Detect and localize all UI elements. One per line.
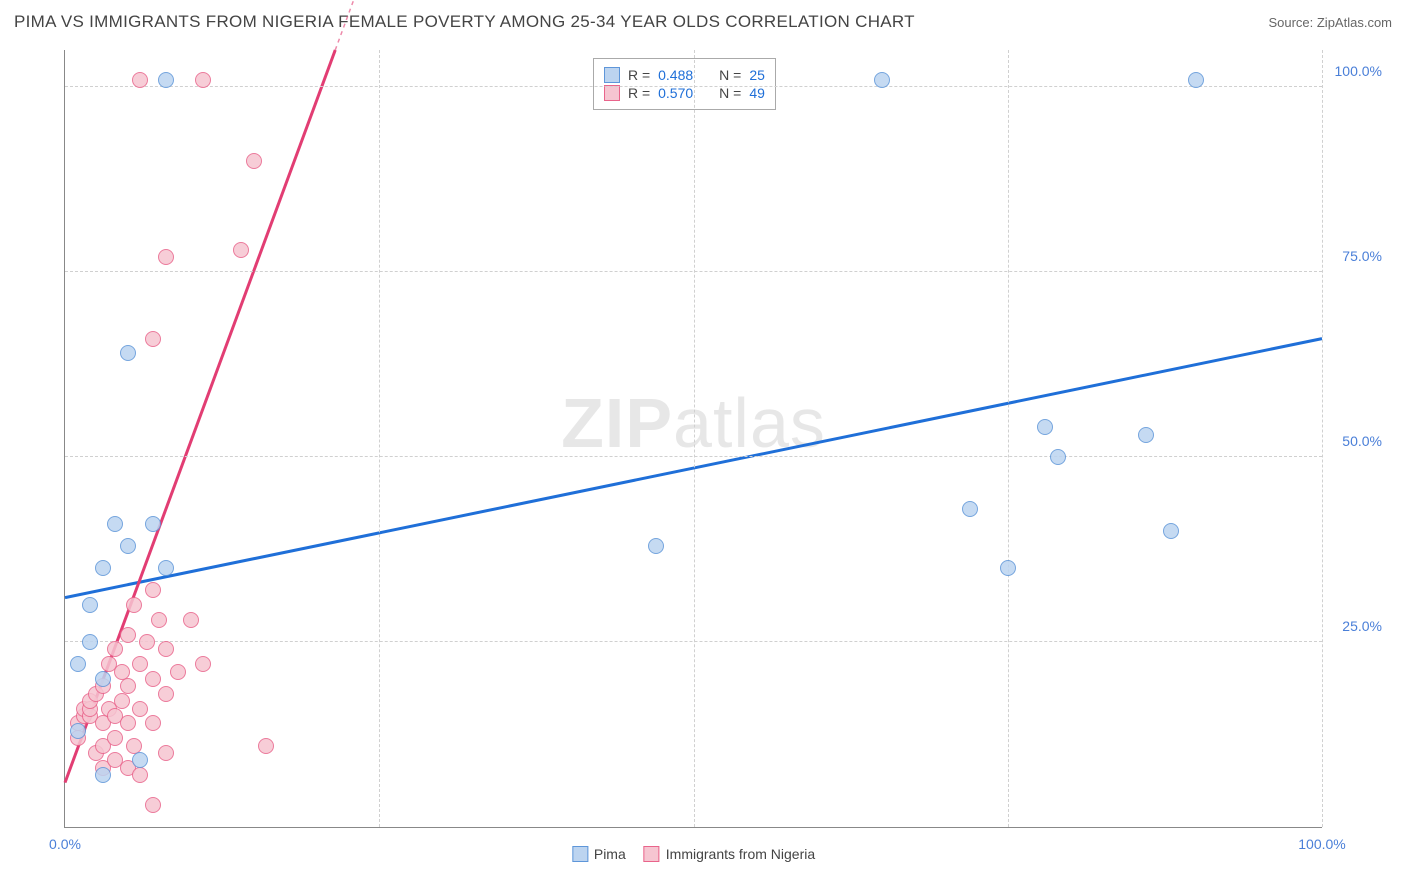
legend-swatch <box>604 67 620 83</box>
data-point <box>183 612 199 628</box>
source-label: Source: ZipAtlas.com <box>1268 15 1392 30</box>
data-point <box>145 331 161 347</box>
data-point <box>107 730 123 746</box>
data-point <box>151 612 167 628</box>
data-point <box>1037 419 1053 435</box>
legend-n-value: 25 <box>749 67 765 83</box>
data-point <box>158 249 174 265</box>
data-point <box>132 72 148 88</box>
legend-series-label: Immigrants from Nigeria <box>666 846 815 862</box>
data-point <box>1000 560 1016 576</box>
data-point <box>874 72 890 88</box>
data-point <box>95 671 111 687</box>
data-point <box>120 627 136 643</box>
legend-r-value: 0.488 <box>658 67 693 83</box>
y-tick-label: 75.0% <box>1327 248 1382 264</box>
chart-title: PIMA VS IMMIGRANTS FROM NIGERIA FEMALE P… <box>14 12 915 32</box>
data-point <box>82 597 98 613</box>
data-point <box>114 664 130 680</box>
data-point <box>158 560 174 576</box>
gridline-v <box>379 50 380 827</box>
data-point <box>126 597 142 613</box>
x-tick-label: 0.0% <box>49 836 81 852</box>
data-point <box>126 738 142 754</box>
data-point <box>145 797 161 813</box>
data-point <box>1138 427 1154 443</box>
legend-r-label: R = <box>628 85 650 101</box>
data-point <box>145 516 161 532</box>
data-point <box>246 153 262 169</box>
gridline-v <box>1008 50 1009 827</box>
data-point <box>158 686 174 702</box>
data-point <box>195 72 211 88</box>
data-point <box>120 345 136 361</box>
legend-row: R = 0.488 N = 25 <box>604 67 765 83</box>
data-point <box>120 538 136 554</box>
chart-container: Female Poverty Among 25-34 Year Olds ZIP… <box>14 40 1392 878</box>
data-point <box>145 715 161 731</box>
legend-swatch <box>572 846 588 862</box>
legend-r-value: 0.570 <box>658 85 693 101</box>
legend-n-label: N = <box>719 85 741 101</box>
data-point <box>120 715 136 731</box>
data-point <box>132 701 148 717</box>
gridline-v <box>1322 50 1323 827</box>
data-point <box>145 671 161 687</box>
y-tick-label: 50.0% <box>1327 433 1382 449</box>
data-point <box>132 656 148 672</box>
plot-area: ZIPatlas R =0.488N =25R =0.570N =49 Pima… <box>64 50 1322 828</box>
data-point <box>1050 449 1066 465</box>
data-point <box>132 752 148 768</box>
data-point <box>82 634 98 650</box>
data-point <box>158 745 174 761</box>
data-point <box>258 738 274 754</box>
data-point <box>1188 72 1204 88</box>
data-point <box>1163 523 1179 539</box>
data-point <box>962 501 978 517</box>
y-tick-label: 100.0% <box>1327 63 1382 79</box>
data-point <box>233 242 249 258</box>
data-point <box>120 678 136 694</box>
data-point <box>107 516 123 532</box>
data-point <box>158 641 174 657</box>
data-point <box>70 723 86 739</box>
legend-series-item: Immigrants from Nigeria <box>644 846 815 862</box>
data-point <box>139 634 155 650</box>
legend-row: R = 0.570 N = 49 <box>604 85 765 101</box>
y-tick-label: 25.0% <box>1327 618 1382 634</box>
legend-n-label: N = <box>719 67 741 83</box>
data-point <box>648 538 664 554</box>
legend-swatch <box>604 85 620 101</box>
legend-series-item: Pima <box>572 846 626 862</box>
data-point <box>158 72 174 88</box>
data-point <box>70 656 86 672</box>
data-point <box>132 767 148 783</box>
legend-swatch <box>644 846 660 862</box>
legend-series: Pima Immigrants from Nigeria <box>572 846 815 862</box>
data-point <box>95 560 111 576</box>
data-point <box>195 656 211 672</box>
data-point <box>114 693 130 709</box>
legend-series-label: Pima <box>594 846 626 862</box>
gridline-v <box>694 50 695 827</box>
legend-n-value: 49 <box>749 85 765 101</box>
x-tick-label: 100.0% <box>1298 836 1345 852</box>
data-point <box>145 582 161 598</box>
data-point <box>107 641 123 657</box>
data-point <box>170 664 186 680</box>
data-point <box>95 767 111 783</box>
legend-correlation: R = 0.488 N = 25 R = 0.570 N = 49 <box>593 58 776 110</box>
legend-r-label: R = <box>628 67 650 83</box>
